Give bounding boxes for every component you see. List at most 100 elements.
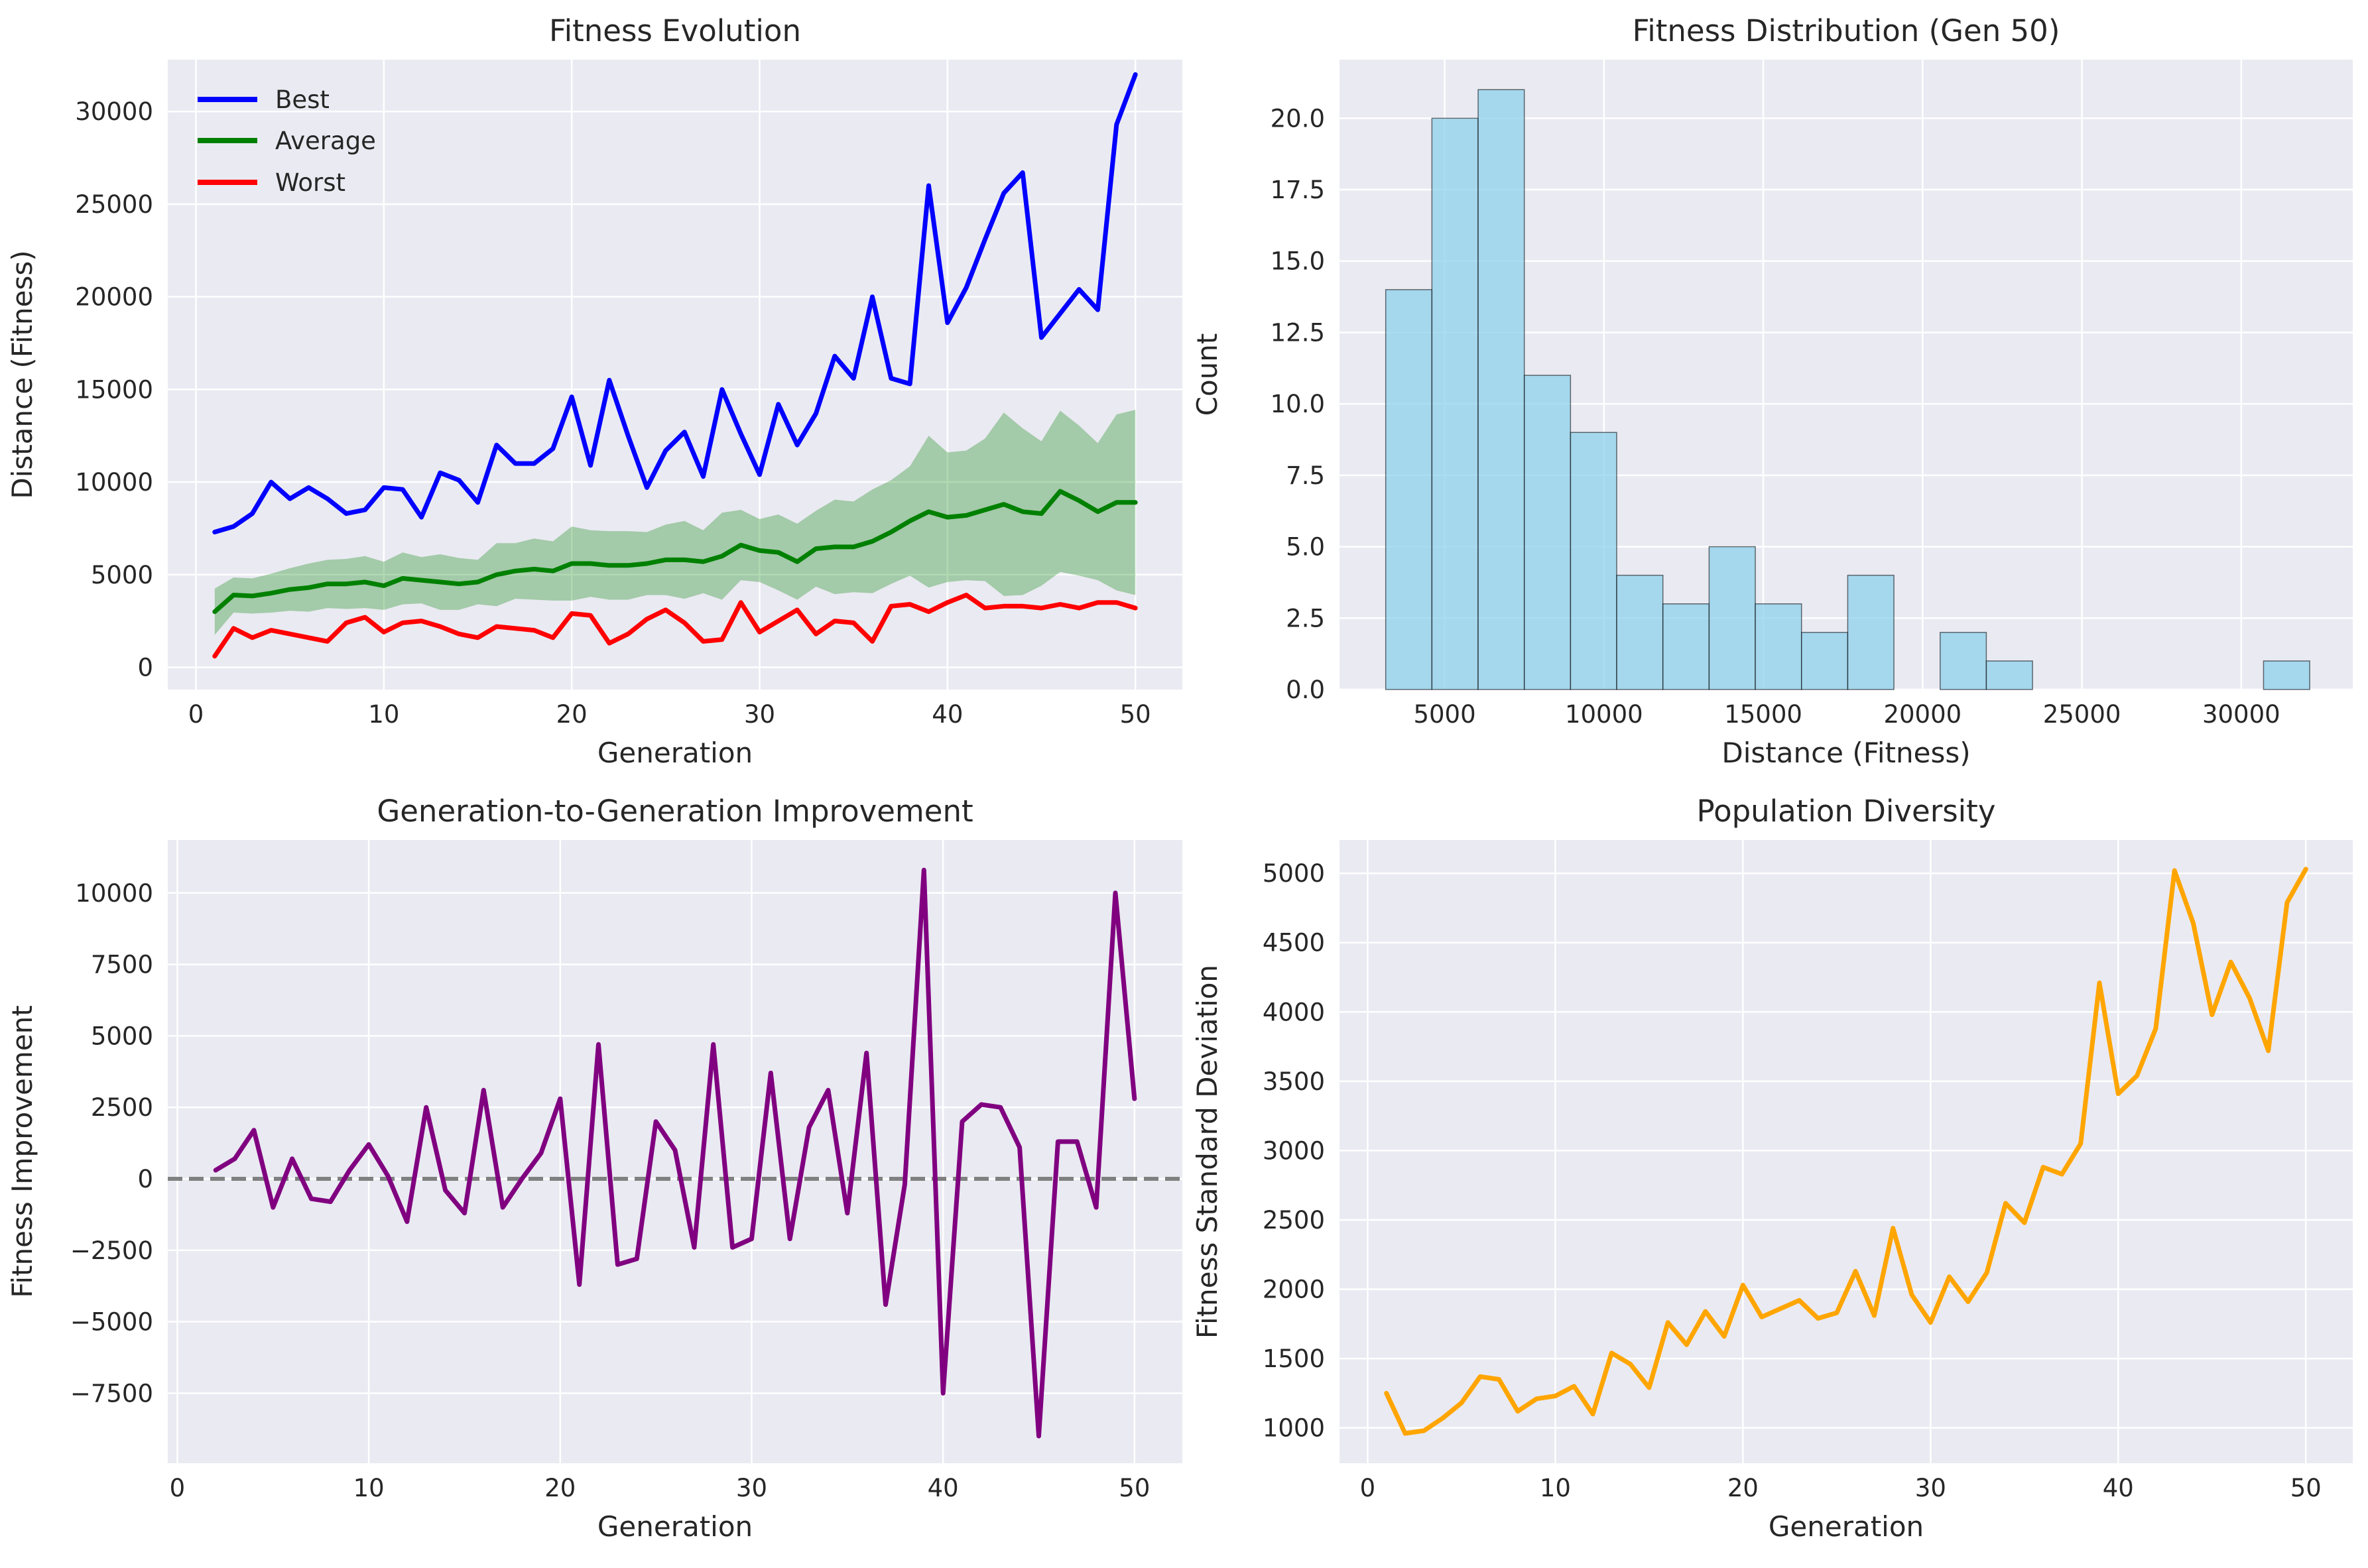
ticks: 0 10 20 30 40 50 1000 1500 2000 2500 3000 3500 4000 4… bbox=[1263, 859, 2322, 1502]
y-tick-label: 7.5 bbox=[1286, 461, 1325, 490]
histogram-bar bbox=[1385, 289, 1433, 690]
x-tick-label: 20 bbox=[556, 700, 588, 729]
x-tick-label: 5000 bbox=[1413, 700, 1475, 729]
x-tick-label: 0 bbox=[170, 1474, 186, 1502]
y-tick-label: 7500 bbox=[91, 951, 153, 979]
y-tick-label: 0 bbox=[137, 653, 153, 682]
grid bbox=[168, 840, 1182, 1463]
x-tick-label: 40 bbox=[928, 1474, 959, 1502]
y-tick-label: 20.0 bbox=[1271, 104, 1325, 133]
histogram-bar bbox=[1708, 546, 1756, 690]
x-tick-label: 30 bbox=[744, 700, 775, 729]
y-tick-label: 20000 bbox=[75, 283, 153, 312]
y-tick-label: 3500 bbox=[1263, 1067, 1325, 1096]
x-axis-label: Distance (Fitness) bbox=[1721, 737, 1970, 769]
histogram-bar bbox=[1431, 117, 1479, 690]
y-axis-label: Count bbox=[1191, 333, 1223, 416]
histogram-bar bbox=[1939, 632, 1987, 690]
x-tick-label: 50 bbox=[2290, 1474, 2322, 1502]
y-tick-label: 5000 bbox=[91, 561, 153, 589]
chart-fitness-distribution: 5000 10000 15000 20000 25000 30000 0.0 2.5 5.0 7.… bbox=[1191, 13, 2353, 769]
legend-label-average: Average bbox=[275, 127, 376, 155]
x-tick-label: 50 bbox=[1119, 1474, 1150, 1502]
ticks: 0 10 20 30 40 50 −7500 −5000 −2500 0 2500 5000 7500 1… bbox=[70, 879, 1151, 1502]
x-tick-label: 0 bbox=[1360, 1474, 1376, 1502]
marks bbox=[1385, 89, 2310, 690]
legend-label-worst: Worst bbox=[275, 168, 345, 197]
x-axis-label: Generation bbox=[597, 737, 753, 769]
y-tick-label: 2.5 bbox=[1286, 604, 1325, 633]
x-tick-label: 20 bbox=[1727, 1474, 1759, 1502]
y-tick-label: 2500 bbox=[91, 1093, 153, 1122]
series-line-best bbox=[212, 72, 1138, 534]
y-tick-label: 5000 bbox=[1263, 859, 1325, 888]
chart-title: Fitness Evolution bbox=[549, 13, 801, 48]
y-tick-label: 15.0 bbox=[1271, 247, 1325, 276]
marks bbox=[1384, 867, 2308, 1436]
ticks: 5000 10000 15000 20000 25000 30000 0.0 2.5 5.0 7.… bbox=[1271, 104, 2280, 729]
x-axis-label: Generation bbox=[1769, 1510, 1924, 1543]
histogram-bar bbox=[1662, 603, 1710, 690]
series-line-worst bbox=[212, 593, 1138, 659]
histogram-bar bbox=[1800, 632, 1849, 690]
y-tick-label: 10000 bbox=[75, 468, 153, 497]
chart-fitness-evolution: 0 10 20 30 40 50 0 5000 10000 15000 20000 25000 3000… bbox=[6, 13, 1182, 769]
x-tick-label: 0 bbox=[188, 700, 204, 729]
y-tick-label: −7500 bbox=[70, 1379, 153, 1408]
plot-area bbox=[1340, 840, 2353, 1463]
histogram-bar bbox=[1616, 574, 1664, 690]
y-tick-label: 0 bbox=[137, 1165, 153, 1193]
x-tick-label: 30 bbox=[1915, 1474, 1946, 1502]
x-tick-label: 20000 bbox=[1883, 700, 1962, 729]
legend-label-best: Best bbox=[275, 86, 330, 114]
chart-population-diversity: 0 10 20 30 40 50 1000 1500 2000 2500 3000 3500 4000 4… bbox=[1191, 794, 2353, 1543]
histogram-bar bbox=[1847, 574, 1895, 690]
y-axis-label: Fitness Improvement bbox=[6, 1005, 38, 1297]
x-tick-label: 20 bbox=[544, 1474, 576, 1502]
histogram-bar bbox=[1477, 89, 1525, 690]
average-band bbox=[214, 410, 1136, 635]
y-tick-label: 2000 bbox=[1263, 1276, 1325, 1304]
x-tick-label: 25000 bbox=[2043, 700, 2121, 729]
y-tick-label: 4500 bbox=[1263, 929, 1325, 957]
x-tick-label: 10 bbox=[353, 1474, 385, 1502]
series-line-average bbox=[212, 489, 1138, 615]
chart-title: Fitness Distribution (Gen 50) bbox=[1633, 13, 2060, 48]
x-tick-label: 10 bbox=[1540, 1474, 1571, 1502]
y-tick-label: 10.0 bbox=[1271, 390, 1325, 418]
y-axis-label: Distance (Fitness) bbox=[6, 250, 38, 499]
histogram-bar bbox=[1755, 603, 1802, 690]
x-axis-label: Generation bbox=[597, 1510, 753, 1543]
x-tick-label: 40 bbox=[932, 700, 963, 729]
y-tick-label: 0.0 bbox=[1286, 676, 1325, 704]
chart-title: Population Diversity bbox=[1697, 794, 1996, 829]
y-tick-label: 12.5 bbox=[1271, 318, 1325, 347]
y-tick-label: 15000 bbox=[75, 375, 153, 404]
grid bbox=[168, 60, 1182, 690]
y-tick-label: 25000 bbox=[75, 190, 153, 219]
grid bbox=[1340, 840, 2353, 1463]
x-tick-label: 40 bbox=[2103, 1474, 2134, 1502]
chart-generation-improvement: 0 10 20 30 40 50 −7500 −5000 −2500 0 2500 5000 7500 1… bbox=[6, 794, 1182, 1543]
histogram-bar bbox=[1523, 375, 1572, 690]
x-tick-label: 30000 bbox=[2202, 700, 2280, 729]
x-tick-label: 10000 bbox=[1565, 700, 1643, 729]
marks bbox=[212, 72, 1138, 659]
ticks: 0 10 20 30 40 50 0 5000 10000 15000 20000 25000 3000… bbox=[75, 97, 1151, 729]
y-tick-label: 4000 bbox=[1263, 998, 1325, 1026]
legend: Best Average Worst bbox=[198, 86, 376, 197]
y-tick-label: 30000 bbox=[75, 97, 153, 126]
y-tick-label: −5000 bbox=[70, 1308, 153, 1337]
histogram-bar bbox=[1570, 432, 1617, 690]
histogram-bar bbox=[1985, 660, 2033, 690]
improvement-line bbox=[213, 867, 1137, 1439]
marks bbox=[168, 867, 1182, 1439]
y-tick-label: 1000 bbox=[1263, 1414, 1325, 1443]
x-tick-label: 50 bbox=[1120, 700, 1151, 729]
y-tick-label: 3000 bbox=[1263, 1136, 1325, 1165]
chart-title: Generation-to-Generation Improvement bbox=[377, 794, 973, 829]
std-dev-line bbox=[1384, 867, 2308, 1436]
y-axis-label: Fitness Standard Deviation bbox=[1191, 965, 1223, 1339]
x-tick-label: 15000 bbox=[1724, 700, 1802, 729]
